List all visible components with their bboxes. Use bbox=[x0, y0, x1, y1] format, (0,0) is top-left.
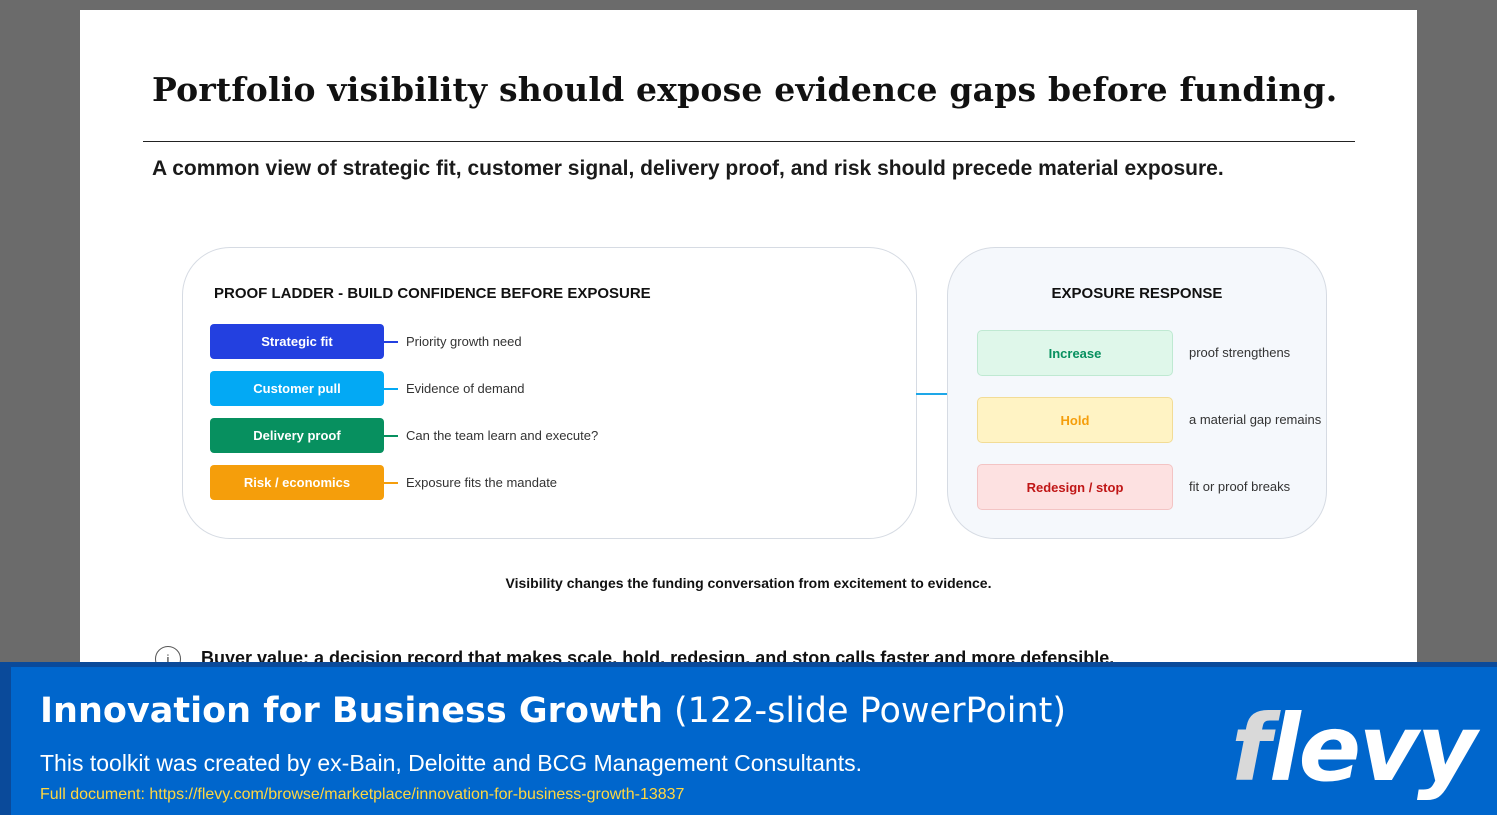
banner-tagline: This toolkit was created by ex-Bain, Del… bbox=[40, 750, 863, 776]
response-redesign-stop: Redesign / stop bbox=[977, 464, 1173, 510]
rung-connector bbox=[384, 482, 398, 484]
response-description: a material gap remains bbox=[1189, 412, 1322, 427]
info-circle-icon: i bbox=[155, 646, 181, 670]
rung-customer-pull: Customer pull bbox=[210, 371, 384, 406]
slide: Portfolio visibility should expose evide… bbox=[80, 10, 1417, 670]
exposure-response-panel: EXPOSURE RESPONSE Increase proof strengt… bbox=[947, 247, 1327, 539]
banner-title-bold: Innovation for Business Growth bbox=[40, 691, 663, 731]
rung-delivery-proof: Delivery proof bbox=[210, 418, 384, 453]
title-divider bbox=[143, 141, 1355, 142]
rung-description: Evidence of demand bbox=[406, 381, 525, 396]
response-increase: Increase bbox=[977, 330, 1173, 376]
rung-connector bbox=[384, 388, 398, 390]
rung-description: Priority growth need bbox=[406, 334, 522, 349]
promo-banner: Innovation for Business Growth (122-slid… bbox=[0, 662, 1497, 815]
response-description: proof strengthens bbox=[1189, 345, 1291, 360]
proof-ladder-panel: PROOF LADDER - BUILD CONFIDENCE BEFORE E… bbox=[182, 247, 917, 539]
flevy-logo: flevy bbox=[1231, 695, 1477, 802]
banner-title: Innovation for Business Growth (122-slid… bbox=[40, 691, 1066, 731]
panel-connector bbox=[916, 393, 948, 395]
full-document-link[interactable]: Full document: https://flevy.com/browse/… bbox=[40, 786, 685, 803]
rung-description: Exposure fits the mandate bbox=[406, 475, 558, 490]
response-description: fit or proof breaks bbox=[1189, 479, 1291, 494]
exposure-response-heading: EXPOSURE RESPONSE bbox=[1051, 285, 1223, 302]
slide-title: Portfolio visibility should expose evide… bbox=[152, 70, 1338, 109]
rung-connector bbox=[384, 341, 398, 343]
rung-strategic-fit: Strategic fit bbox=[210, 324, 384, 359]
slide-note: Visibility changes the funding conversat… bbox=[505, 575, 992, 591]
banner-title-rest: (122-slide PowerPoint) bbox=[662, 691, 1067, 731]
response-hold: Hold bbox=[977, 397, 1173, 443]
rung-description: Can the team learn and execute? bbox=[406, 428, 599, 443]
proof-ladder-heading: PROOF LADDER - BUILD CONFIDENCE BEFORE E… bbox=[214, 285, 651, 302]
rung-connector bbox=[384, 435, 398, 437]
rung-risk-economics: Risk / economics bbox=[210, 465, 384, 500]
slide-subtitle: A common view of strategic fit, customer… bbox=[152, 157, 1224, 180]
